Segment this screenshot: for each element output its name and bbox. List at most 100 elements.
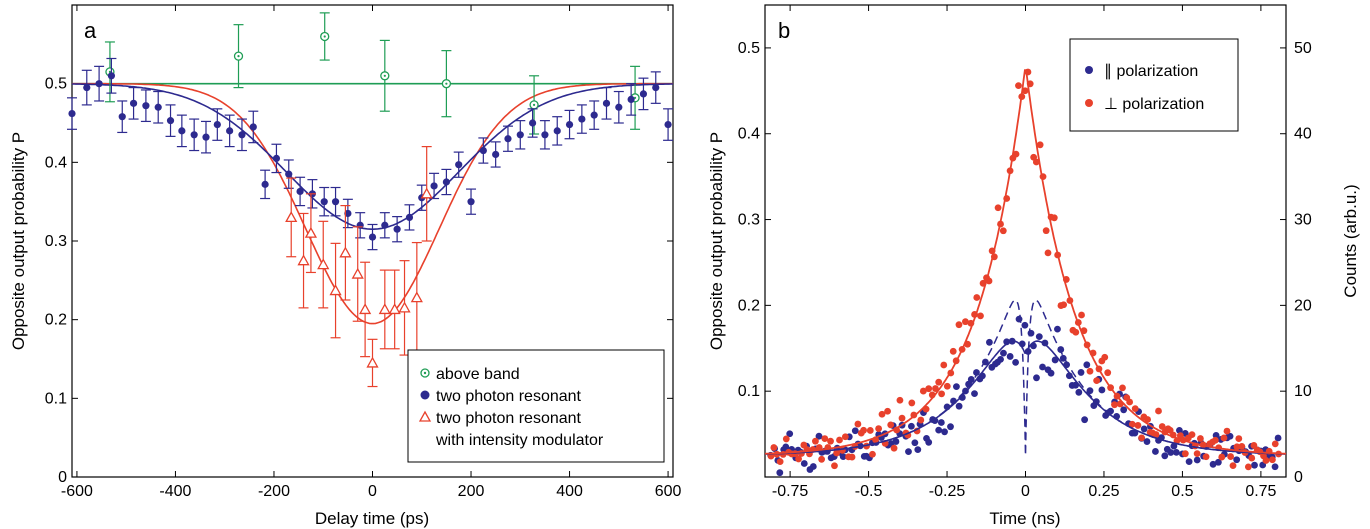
legend-label-above-band: above band [436,366,520,383]
data-point-parallel [1140,425,1148,433]
data-point-perpendicular [1050,214,1058,222]
data-point-perpendicular [1134,422,1142,429]
data-point-parallel [907,422,915,430]
data-point-parallel [967,376,975,383]
data-point-perpendicular [940,361,948,369]
data-point-parallel [776,469,784,477]
data-point [190,131,198,139]
data-point-parallel [1051,356,1059,364]
data-point-parallel [1274,434,1282,442]
data-point-parallel [937,419,945,426]
data-point-parallel [1175,426,1183,434]
data-point-perpendicular [1268,456,1276,464]
data-point [272,154,281,162]
data-point-parallel [1131,429,1139,437]
data-point-perpendicular [869,450,876,458]
data-point-parallel [786,430,794,438]
data-point-perpendicular [1188,431,1196,438]
legend-label-intensity-modulator-1: two photon resonant [436,410,582,427]
data-point-perpendicular [821,435,829,442]
data-point-perpendicular [1093,377,1101,385]
data-point-perpendicular [932,385,939,392]
data-point-parallel [1167,449,1175,456]
data-point-parallel [892,438,900,445]
y-tick-label: 0 [58,469,67,486]
data-point [467,198,475,206]
data-point-parallel [1075,388,1083,396]
data-point [178,127,186,135]
y-tick-label: 0.1 [738,383,760,400]
data-point-perpendicular [836,436,843,444]
data-point [95,80,103,88]
data-point-perpendicular [1111,401,1118,409]
data-point-perpendicular [782,435,790,443]
data-point [296,187,304,196]
legend-label-perpendicular: ⊥ polarization [1104,96,1204,113]
fit-line-intensity-modulator [72,82,673,325]
data-point-parallel [1012,358,1019,366]
legend-marker-two-photon-resonant [420,390,430,400]
data-point-perpendicular [1227,453,1235,460]
data-point [129,99,138,107]
data-point-perpendicular [1072,328,1080,336]
data-point [479,146,487,155]
data-point-parallel [941,428,948,436]
data-point [393,225,401,233]
data-point-parallel [1077,369,1085,376]
data-point-parallel [1033,374,1040,382]
data-point-perpendicular [1223,427,1231,435]
data-point-parallel [1251,461,1258,469]
data-point-perpendicular [973,294,981,301]
data-point [398,301,411,313]
y-tick-label: 0.3 [738,212,760,229]
data-point-perpendicular [890,444,898,452]
data-point [107,72,116,80]
data-point [344,209,352,218]
data-point-perpendicular [1119,384,1126,392]
data-point-perpendicular [875,425,883,432]
data-point [285,170,293,178]
data-point-parallel [1081,416,1089,424]
data-point-parallel [947,423,954,431]
data-point [285,211,298,223]
data-point [142,102,150,110]
data-point [83,84,91,92]
data-point-perpendicular [878,410,886,418]
y2-tick-label: 30 [1294,212,1312,229]
legend-label-two-photon-resonant: two photon resonant [436,388,582,405]
data-point-perpendicular [925,385,933,393]
data-point-parallel [905,448,912,456]
data-point-perpendicular [860,426,867,434]
data-point-perpendicular [1015,82,1022,90]
data-point [455,161,463,169]
legend-label-parallel: ∥ polarization [1104,63,1198,80]
data-point-perpendicular [1193,450,1201,458]
y2-tick-label: 20 [1294,297,1312,314]
data-point-center [237,55,240,58]
data-point-perpendicular [1220,434,1228,442]
data-point-perpendicular [1229,462,1237,470]
panel-b-letter: b [778,18,790,43]
data-point-perpendicular [898,414,906,422]
panel-a-legend: above band two photon resonant two photo… [407,349,665,463]
data-point [238,131,246,139]
data-point-parallel [971,390,978,397]
data-point-parallel [809,463,817,470]
data-point-parallel [1021,321,1029,329]
data-point-perpendicular [1012,150,1020,158]
data-point-parallel [1098,386,1106,394]
data-point [329,284,342,296]
data-point-parallel [1120,406,1128,414]
data-point-parallel [851,427,859,435]
data-point-parallel [986,338,993,346]
x-tick-label: 600 [655,483,682,500]
fit-line-perpendicular [765,69,1286,455]
data-point-perpendicular [776,458,784,466]
data-point-parallel [1271,463,1279,471]
x-tick-label: 0.25 [1088,483,1119,500]
data-point [366,356,379,368]
panel-b-y2-axis-label: Counts (arb.u.) [1341,184,1360,297]
data-point-perpendicular [795,455,802,463]
data-point-perpendicular [839,446,846,454]
